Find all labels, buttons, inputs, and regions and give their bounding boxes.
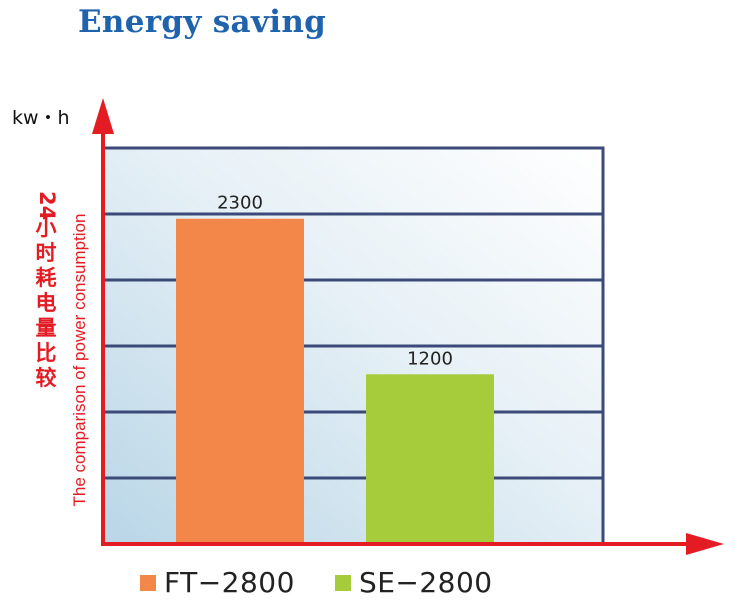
y-axis-label-chinese-char: 较 [35,366,57,390]
legend-item-se-2800: SE−2800 [334,566,493,599]
bar-se-2800 [366,374,494,544]
y-axis-arrow [92,98,114,134]
chart-title: Energy saving [78,4,327,40]
data-label: 1200 [407,348,453,369]
y-axis-label-chinese-char: 小 [35,216,57,240]
y-axis-label-chinese: 24 小时耗电量比较 [34,190,59,391]
y-axis-label-chinese-char: 耗 [35,266,57,290]
bar-ft-2800 [176,218,304,544]
legend-label-se-2800: SE−2800 [358,566,493,599]
y-axis-label-chinese-char: 时 [35,241,57,265]
y-axis-label-chinese-char: 电 [35,291,57,315]
legend: FT−2800 SE−2800 [140,566,533,599]
y-axis-unit: kw・h [12,107,70,129]
legend-swatch-ft-2800 [140,574,156,591]
y-axis-label-chinese-char: 量 [35,316,57,340]
x-axis-arrow [686,533,724,555]
legend-item-ft-2800: FT−2800 [140,566,295,599]
y-axis-label-chinese-char: 比 [35,341,57,365]
legend-swatch-se-2800 [334,574,351,591]
data-label: 2300 [217,193,263,214]
legend-label-ft-2800: FT−2800 [164,566,295,599]
